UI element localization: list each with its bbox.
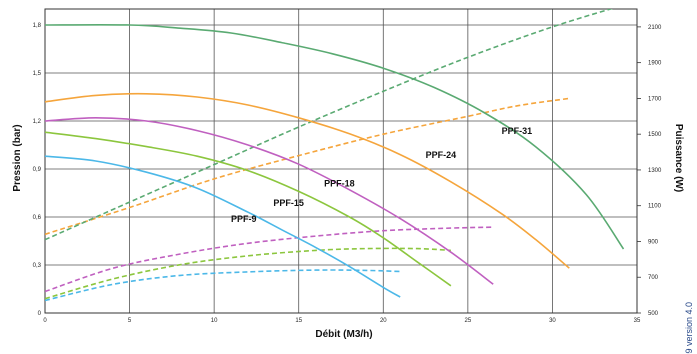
y2-tick-label: 1700 [648,96,662,102]
plot-border [44,8,638,314]
y-tick-label: 0,6 [33,215,42,221]
y-tick-label: 0,3 [33,263,42,269]
grid [44,9,638,314]
y2-axis-title: Puissance (W) [673,124,684,192]
y-tick-label: 0,9 [33,167,42,173]
x-tick-label: 5 [128,318,132,324]
pressure-curve-ppf-18 [45,116,494,285]
power-curve-ppf-24 [45,97,570,236]
power-curves [45,9,614,302]
power-curve-ppf-9 [45,269,401,302]
x-tick-labels: 0 5 10 15 20 25 30 35 [43,318,641,324]
x-tick-label: 35 [634,318,641,324]
pressure-curve-ppf-9 [45,155,401,298]
x-tick-label: 0 [43,318,47,324]
curve-label-ppf-18: PPF-18 [324,179,355,189]
y-tick-labels: 0 0,3 0,6 0,9 1,2 1,5 1,8 [33,23,42,317]
x-axis-title: Débit (M3/h) [315,329,372,340]
pressure-curves [45,23,625,298]
y2-tick-label: 900 [648,239,659,245]
x-tick-label: 15 [295,318,302,324]
y-tick-label: 1,8 [33,23,42,29]
power-curve-ppf-15 [45,247,451,300]
y-tick-label: 1,5 [33,71,42,77]
power-curve-ppf-18 [45,226,494,293]
x-tick-label: 25 [465,318,472,324]
power-curve-ppf-31 [45,9,614,241]
pressure-curve-ppf-15 [45,131,452,287]
curve-label-ppf-9: PPF-9 [231,214,257,224]
y2-tick-label: 1300 [648,168,662,174]
y2-tick-label: 2100 [648,25,662,31]
x-tick-label: 20 [380,318,387,324]
y2-tick-label: 1100 [648,204,662,210]
y2-tick-label: 500 [648,311,659,317]
x-tick-label: 10 [211,318,218,324]
x-tick-label: 30 [549,318,556,324]
y2-tick-label: 700 [648,275,659,281]
y2-tick-label: 1500 [648,132,662,138]
y-axis-title: Pression (bar) [12,124,23,191]
pressure-curve-ppf-31 [45,23,625,250]
curve-labels: PPF-9 PPF-15 PPF-18 PPF-24 PPF-31 [231,126,532,224]
version-note: 09 version 4.0 [684,302,694,354]
curve-label-ppf-15: PPF-15 [273,198,304,208]
y2-tick-labels: 500 700 900 1100 1300 1500 1700 1900 2100 [637,25,662,317]
curve-label-ppf-31: PPF-31 [502,126,533,136]
y2-tick-label: 1900 [648,61,662,67]
plot-frame [44,8,638,314]
curve-label-ppf-24: PPF-24 [426,150,457,160]
y-tick-label: 1,2 [33,119,42,125]
y-tick-label: 0 [38,311,42,317]
pressure-curve-ppf-24 [45,92,570,269]
